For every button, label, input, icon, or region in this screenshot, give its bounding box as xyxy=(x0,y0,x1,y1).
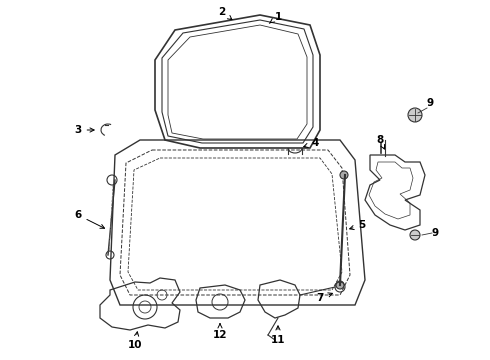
Text: 2: 2 xyxy=(219,7,232,20)
Circle shape xyxy=(410,230,420,240)
Text: 12: 12 xyxy=(213,324,227,340)
Text: 11: 11 xyxy=(271,326,285,345)
Text: 4: 4 xyxy=(304,138,318,148)
Text: 5: 5 xyxy=(350,220,366,230)
Text: 10: 10 xyxy=(128,332,142,350)
Circle shape xyxy=(336,281,344,289)
Text: 9: 9 xyxy=(431,228,439,238)
Text: 7: 7 xyxy=(317,293,332,303)
Text: 1: 1 xyxy=(270,12,282,23)
Text: 8: 8 xyxy=(376,135,385,149)
Circle shape xyxy=(408,108,422,122)
Text: 9: 9 xyxy=(426,98,434,108)
Circle shape xyxy=(340,171,348,179)
Text: 3: 3 xyxy=(74,125,94,135)
Text: 6: 6 xyxy=(74,210,104,228)
